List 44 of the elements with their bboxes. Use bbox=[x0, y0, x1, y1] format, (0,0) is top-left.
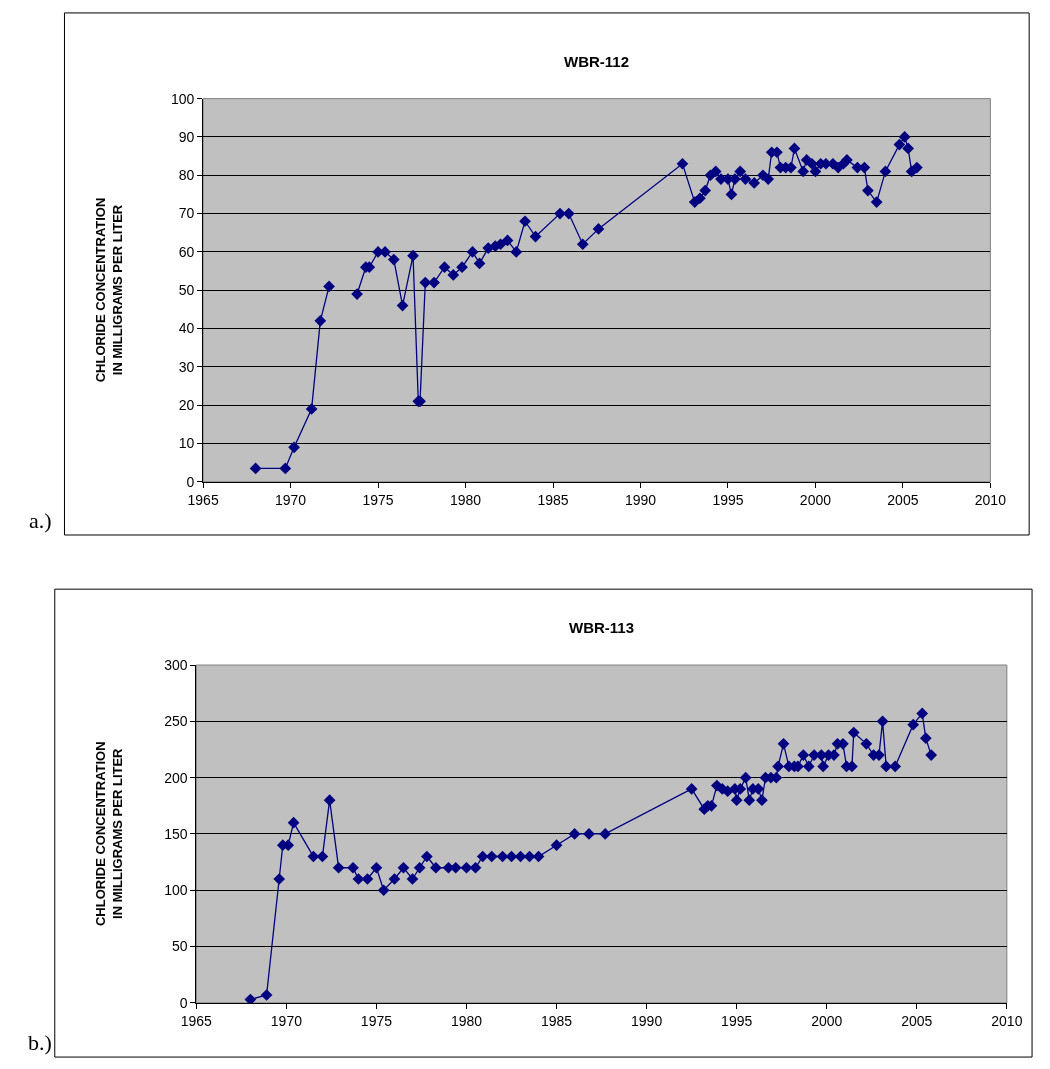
chart-title: WBR-112 bbox=[564, 53, 630, 70]
chart-title: WBR-113 bbox=[569, 619, 635, 636]
x-tick-label: 1975 bbox=[360, 1012, 393, 1029]
y-tick-label: 300 bbox=[164, 656, 188, 673]
y-tick-label: 40 bbox=[178, 320, 195, 337]
y-tick-label: 10 bbox=[178, 435, 195, 452]
x-tick-label: 1965 bbox=[187, 491, 219, 508]
x-tick-label: 1990 bbox=[624, 491, 657, 508]
text: a.) bbox=[29, 508, 52, 533]
y-tick-label: 50 bbox=[171, 938, 188, 955]
y-tick-label: 70 bbox=[178, 205, 195, 222]
x-tick-label: 1980 bbox=[449, 491, 482, 508]
y-axis-title: CHLORIDE CONCENTRATION IN MILLIGRAMS PER LITER bbox=[93, 741, 126, 927]
x-tick-label: 1970 bbox=[270, 1012, 303, 1029]
x-tick-label: 2005 bbox=[901, 1012, 933, 1029]
y-tick-label: 90 bbox=[178, 128, 195, 145]
y-tick-label: 30 bbox=[178, 358, 195, 375]
y-tick-label: 200 bbox=[164, 769, 188, 786]
x-tick-label: 1970 bbox=[275, 491, 307, 508]
text: b.) bbox=[28, 1030, 52, 1055]
y-tick-label: 0 bbox=[179, 994, 188, 1011]
y-tick-label: 60 bbox=[178, 243, 195, 260]
x-tick-label: 1995 bbox=[721, 1012, 753, 1029]
y-tick-label: 250 bbox=[164, 713, 188, 730]
x-tick-label: 2010 bbox=[974, 491, 1007, 508]
x-tick-label: 1990 bbox=[631, 1012, 663, 1029]
y-axis-title: CHLORIDE CONCENTRATION IN MILLIGRAMS PER LITER bbox=[92, 197, 125, 383]
x-tick-label: 1980 bbox=[450, 1012, 483, 1029]
y-tick-label: 20 bbox=[178, 397, 195, 414]
x-tick-label: 2000 bbox=[799, 491, 832, 508]
x-tick-label: 1975 bbox=[362, 491, 394, 508]
x-tick-label: 2000 bbox=[811, 1012, 843, 1029]
x-tick-label: 1985 bbox=[537, 491, 569, 508]
y-tick-label: 150 bbox=[164, 825, 188, 842]
x-tick-label: 1985 bbox=[540, 1012, 573, 1029]
y-tick-label: 100 bbox=[170, 90, 195, 107]
y-tick-label: 50 bbox=[178, 282, 195, 299]
x-tick-label: 1995 bbox=[712, 491, 744, 508]
y-tick-label: 0 bbox=[186, 473, 195, 490]
y-tick-label: 80 bbox=[178, 167, 195, 184]
x-tick-label: 2005 bbox=[887, 491, 919, 508]
x-tick-label: 1965 bbox=[180, 1012, 213, 1029]
y-tick-label: 100 bbox=[164, 882, 188, 899]
x-tick-label: 2010 bbox=[991, 1012, 1023, 1029]
